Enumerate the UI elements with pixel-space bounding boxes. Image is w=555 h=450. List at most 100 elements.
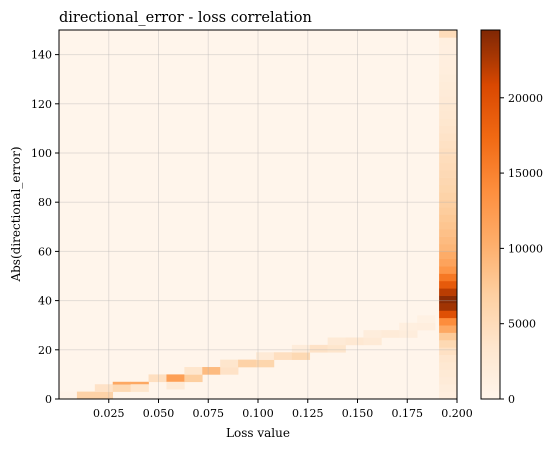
heatmap-cell (439, 52, 458, 60)
heatmap-cell (256, 359, 275, 368)
heatmap-cell (439, 221, 458, 230)
y-tick-label: 140 (31, 49, 52, 62)
heatmap-cell (439, 118, 458, 127)
heatmap-cell (417, 315, 436, 324)
heatmap-cell (439, 244, 458, 252)
heatmap-cell (439, 59, 458, 68)
heatmap-cell (439, 103, 458, 112)
heatmap-cell (439, 30, 458, 38)
plot-area (58, 29, 458, 400)
heatmap-cell (439, 339, 458, 348)
heatmap-cell (202, 367, 221, 375)
heatmap-cell (112, 381, 131, 385)
heatmap-cell (439, 66, 458, 75)
x-tick-label: 0.125 (292, 407, 324, 420)
y-tick-label: 60 (38, 245, 52, 258)
heatmap-cell (439, 37, 458, 46)
heatmap-cell (439, 332, 458, 341)
heatmap-cell (439, 280, 458, 289)
colorbar-tick-label: 15000 (508, 167, 543, 180)
colorbar-tick-label: 5000 (508, 318, 536, 331)
x-tick-label: 0.175 (392, 407, 424, 420)
heatmap-cell (220, 367, 239, 375)
heatmap-cell (439, 155, 458, 164)
heatmap-cell (439, 273, 458, 282)
x-tick-label: 0.050 (143, 407, 175, 420)
heatmap-cell (439, 317, 458, 326)
y-tick-label: 120 (31, 98, 52, 111)
x-tick-label: 0.150 (342, 407, 374, 420)
x-tick-label: 0.075 (193, 407, 225, 420)
heatmap-cell (273, 352, 293, 360)
heatmap-cell (439, 258, 458, 267)
heatmap-cell (439, 170, 458, 178)
heatmap-cell (345, 337, 364, 346)
heatmap-cell (130, 381, 149, 385)
heatmap-cell (439, 251, 458, 260)
heatmap-cell (130, 384, 149, 392)
heatmap-cell (439, 199, 458, 208)
heatmap-cell (439, 111, 458, 119)
heatmap-cell (439, 140, 458, 149)
heatmap-cell (439, 376, 458, 385)
heatmap-cell (439, 362, 458, 370)
heatmap-cell (439, 162, 458, 171)
heatmap-cell (439, 96, 458, 105)
heatmap-cell (439, 133, 458, 141)
y-tick-label: 20 (38, 344, 52, 357)
heatmap-cell (439, 184, 458, 193)
heatmap-cell (381, 330, 400, 338)
heatmap-cell (309, 344, 328, 353)
heatmap-cell (238, 359, 257, 368)
heatmap-cell (439, 369, 458, 378)
heatmap-cell (439, 295, 458, 304)
x-axis-label: Loss value (226, 426, 290, 440)
heatmap-cell (327, 344, 346, 353)
heatmap-cell (439, 74, 458, 82)
heatmap-cell (439, 325, 458, 333)
colorbar-ticks: 0 5000 10000 15000 20000 (500, 92, 543, 406)
colorbar-tick-label: 20000 (508, 92, 543, 105)
heatmap-cell (439, 44, 458, 53)
heatmap-cells (59, 30, 458, 400)
heatmap-cell (363, 337, 382, 346)
heatmap-cell (439, 391, 458, 400)
heatmap-cell (439, 288, 458, 296)
heatmap-cell (256, 352, 275, 360)
heatmap-cell (439, 148, 458, 156)
heatmap-cell (184, 367, 203, 375)
heatmap-cell (439, 192, 458, 201)
heatmap-cell (439, 214, 458, 223)
chart-title: directional_error - loss correlation (59, 10, 312, 26)
heatmap-cell (184, 374, 203, 383)
heatmap-cell (94, 384, 114, 392)
heatmap-cell (399, 330, 418, 338)
y-tick-label: 100 (31, 147, 52, 160)
heatmap-cell (59, 391, 78, 400)
x-axis-ticks: 0.025 0.050 0.075 0.100 0.125 0.150 0.175 0.200 (93, 399, 473, 420)
heatmap-cell (220, 359, 239, 368)
x-tick-label: 0.025 (93, 407, 125, 420)
heatmap-cell (291, 352, 311, 360)
heatmap-cell (439, 354, 458, 363)
heatmap-cell (166, 374, 185, 383)
heatmap-cell (439, 303, 458, 311)
y-tick-label: 80 (38, 196, 52, 209)
heatmap-cell (166, 381, 185, 390)
heatmap-cell (439, 310, 458, 319)
heatmap-cell (148, 374, 167, 383)
heatmap-cell (439, 347, 458, 356)
heatmap-cell (439, 229, 458, 237)
x-tick-label: 0.100 (242, 407, 274, 420)
colorbar-tick-label: 10000 (508, 242, 543, 255)
heatmap-cell (439, 266, 458, 274)
heatmap-cell (439, 236, 458, 245)
y-axis-label: Abs(directional_error) (9, 146, 23, 282)
heatmap-cell (439, 81, 458, 90)
heatmap-cell (417, 322, 436, 331)
heatmap-cell (439, 207, 458, 215)
heatmap-cell (94, 391, 114, 400)
y-tick-label: 40 (38, 295, 52, 308)
x-tick-label: 0.200 (441, 407, 473, 420)
